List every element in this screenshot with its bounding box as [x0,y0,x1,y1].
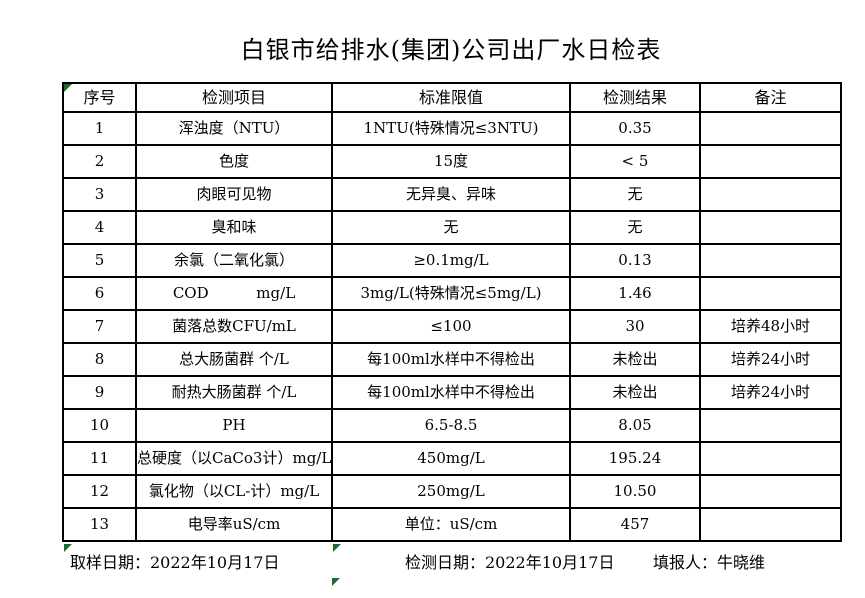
cell-standard: 1NTU(特殊情况≤3NTU) [331,111,571,146]
cell-result: 195.24 [569,441,701,476]
header-row: 序号 检测项目 标准限值 检测结果 备注 [62,82,842,113]
cell-remark: 培养24小时 [699,342,842,377]
cell-no: 8 [62,342,137,377]
sampling-date-label: 取样日期：2022年10月17日 [70,553,280,572]
cell-standard: 每100ml水样中不得检出 [331,342,571,377]
cell-remark: 培养24小时 [699,375,842,410]
cell-remark: 培养48小时 [699,309,842,344]
cell-item: 电导率uS/cm [135,507,333,542]
test-date-label: 检测日期：2022年10月17日 [405,553,615,572]
table-row: 10 PH 6.5-8.5 8.05 [62,408,842,443]
cell-item: 余氯（二氧化氯） [135,243,333,278]
cell-remark [699,408,842,443]
cell-standard: 3mg/L(特殊情况≤5mg/L) [331,276,571,311]
daily-inspection-table: 序号 检测项目 标准限值 检测结果 备注 1 浑浊度（NTU） 1NTU(特殊情… [62,82,842,542]
cell-result: 0.35 [569,111,701,146]
cell-standard: 6.5-8.5 [331,408,571,443]
cell-standard: ≥0.1mg/L [331,243,571,278]
cell-item: 肉眼可见物 [135,177,333,212]
table-row: 11 总硬度（以CaCo3计）mg/L 450mg/L 195.24 [62,441,842,476]
cell-item: COD mg/L [135,276,333,311]
cell-result: 1.46 [569,276,701,311]
cell-no: 5 [62,243,137,278]
table-row: 1 浑浊度（NTU） 1NTU(特殊情况≤3NTU) 0.35 [62,111,842,146]
cell-result: 8.05 [569,408,701,443]
header-item: 检测项目 [135,82,333,113]
table-row: 7 菌落总数CFU/mL ≤100 30 培养48小时 [62,309,842,344]
cell-item: 臭和味 [135,210,333,245]
cell-item: 总大肠菌群 个/L [135,342,333,377]
cell-item: PH [135,408,333,443]
cell-result: 无 [569,210,701,245]
header-standard: 标准限值 [331,82,571,113]
cell-remark [699,177,842,212]
cell-standard: 250mg/L [331,474,571,509]
cell-remark [699,144,842,179]
cell-remark [699,276,842,311]
cell-no: 12 [62,474,137,509]
reporter-label: 填报人：牛晓维 [653,553,766,572]
cell-result: 10.50 [569,474,701,509]
cell-item: 氯化物（以CL-计）mg/L [135,474,333,509]
cell-standard: 无 [331,210,571,245]
table-row: 12 氯化物（以CL-计）mg/L 250mg/L 10.50 [62,474,842,509]
cell-no: 2 [62,144,137,179]
table-row: 3 肉眼可见物 无异臭、异味 无 [62,177,842,212]
cell-standard: 无异臭、异味 [331,177,571,212]
cell-error-indicator-icon [333,544,341,552]
cell-item: 色度 [135,144,333,179]
cell-result: < 5 [569,144,701,179]
cell-item: 菌落总数CFU/mL [135,309,333,344]
table-row: 9 耐热大肠菌群 个/L 每100ml水样中不得检出 未检出 培养24小时 [62,375,842,410]
table-row: 2 色度 15度 < 5 [62,144,842,179]
table-row: 13 电导率uS/cm 单位：uS/cm 457 [62,507,842,542]
cell-item: 总硬度（以CaCo3计）mg/L [135,441,333,476]
cell-remark [699,441,842,476]
cell-no: 7 [62,309,137,344]
page-title: 白银市给排水(集团)公司出厂水日检表 [240,36,662,64]
table-row: 6 COD mg/L 3mg/L(特殊情况≤5mg/L) 1.46 [62,276,842,311]
cell-remark [699,111,842,146]
cell-error-indicator-icon [332,578,340,586]
cell-no: 6 [62,276,137,311]
cell-no: 10 [62,408,137,443]
cell-standard: 单位：uS/cm [331,507,571,542]
header-remark: 备注 [699,82,842,113]
cell-result: 无 [569,177,701,212]
cell-result: 457 [569,507,701,542]
cell-no: 9 [62,375,137,410]
cell-no: 3 [62,177,137,212]
cell-remark [699,507,842,542]
cell-item: 浑浊度（NTU） [135,111,333,146]
cell-item: 耐热大肠菌群 个/L [135,375,333,410]
table-row: 8 总大肠菌群 个/L 每100ml水样中不得检出 未检出 培养24小时 [62,342,842,377]
cell-error-indicator-icon [64,84,72,92]
header-no: 序号 [62,82,137,113]
cell-result: 未检出 [569,342,701,377]
table-row: 4 臭和味 无 无 [62,210,842,245]
cell-standard: 每100ml水样中不得检出 [331,375,571,410]
cell-result: 未检出 [569,375,701,410]
cell-no: 4 [62,210,137,245]
cell-no: 11 [62,441,137,476]
table-header: 序号 检测项目 标准限值 检测结果 备注 [62,82,842,113]
cell-standard: 450mg/L [331,441,571,476]
cell-result: 0.13 [569,243,701,278]
cell-no: 13 [62,507,137,542]
cell-result: 30 [569,309,701,344]
cell-remark [699,474,842,509]
table-body: 1 浑浊度（NTU） 1NTU(特殊情况≤3NTU) 0.35 2 色度 15度… [62,111,842,542]
cell-standard: 15度 [331,144,571,179]
cell-no: 1 [62,111,137,146]
cell-standard: ≤100 [331,309,571,344]
cell-remark [699,243,842,278]
table-row: 5 余氯（二氧化氯） ≥0.1mg/L 0.13 [62,243,842,278]
cell-error-indicator-icon [64,544,72,552]
cell-remark [699,210,842,245]
header-result: 检测结果 [569,82,701,113]
